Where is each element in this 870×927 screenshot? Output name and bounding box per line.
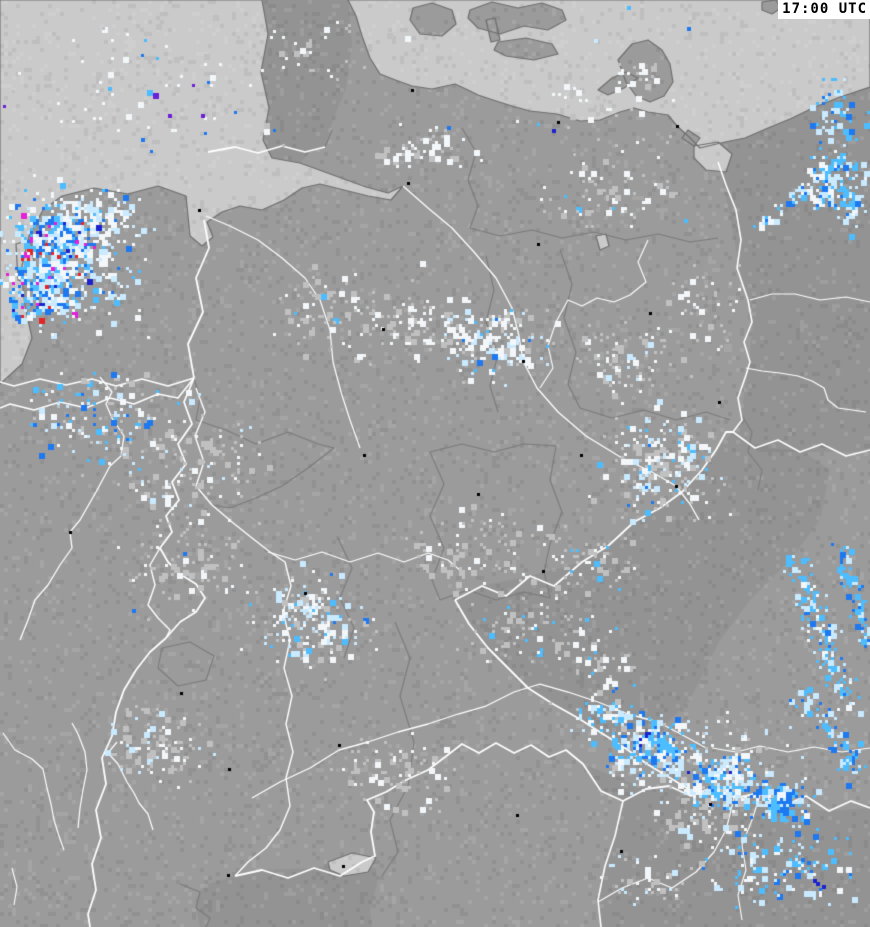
timestamp-label: 17:00 UTC bbox=[778, 0, 870, 19]
